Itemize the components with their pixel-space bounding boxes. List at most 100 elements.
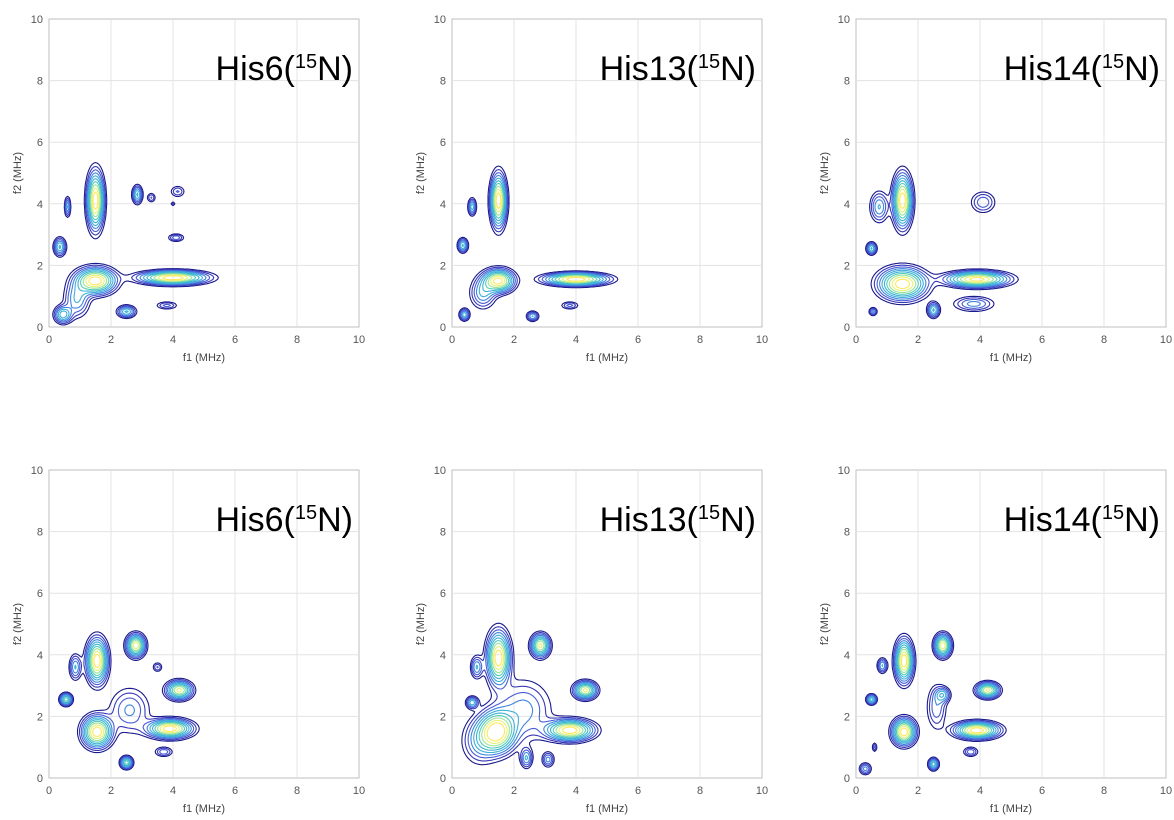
contour-line	[866, 169, 1015, 318]
x-tick-label: 10	[353, 785, 365, 797]
plot-panel: 0 2 4 6 8 10 0 2 4 6 8 10 f1 (MHz) f2 (MHz) His14(15N)	[819, 465, 1172, 815]
y-tick-label: 2	[844, 260, 850, 272]
y-axis-label: f2 (MHz)	[415, 152, 427, 194]
contour-line	[487, 185, 595, 288]
contour-line	[85, 187, 189, 288]
x-tick-label: 4	[977, 785, 983, 797]
y-axis-label: f2 (MHz)	[415, 603, 427, 645]
contour-line	[468, 632, 597, 764]
contour-line	[92, 653, 178, 738]
contour-line	[866, 172, 1011, 317]
contour-line	[485, 182, 598, 290]
y-tick-label: 6	[37, 137, 43, 149]
contour-line	[466, 629, 598, 766]
contour-line	[54, 169, 211, 323]
plot-panel: 0 2 4 6 8 10 0 2 4 6 8 10 f1 (MHz) f2 (MHz) His6(15N)	[12, 14, 365, 364]
panel-title: His14(15N)	[1004, 50, 1160, 88]
contour-line	[459, 174, 608, 320]
contour-line	[869, 637, 996, 767]
contour-line	[865, 165, 1019, 320]
y-tick-label: 8	[440, 527, 446, 539]
plot-panel: 0 2 4 6 8 10 0 2 4 6 8 10 f1 (MHz) f2 (MHz) His6(15N)	[12, 465, 365, 815]
contour-line	[90, 641, 183, 740]
contour-layer	[865, 165, 1019, 320]
x-axis-label: f1 (MHz)	[990, 803, 1032, 815]
plot-panel: 0 2 4 6 8 10 0 2 4 6 8 10 f1 (MHz) f2 (MHz) His13(15N)	[415, 14, 768, 364]
y-tick-label: 8	[440, 76, 446, 88]
y-tick-label: 2	[37, 711, 43, 723]
x-tick-label: 4	[573, 334, 579, 346]
x-tick-label: 4	[573, 785, 579, 797]
x-axis-label: f1 (MHz)	[586, 803, 628, 815]
contour-line	[886, 182, 998, 295]
x-tick-label: 8	[1101, 334, 1107, 346]
x-tick-label: 2	[511, 334, 517, 346]
y-tick-label: 10	[31, 14, 43, 26]
plot-panel: 0 2 4 6 8 10 0 2 4 6 8 10 f1 (MHz) f2 (MHz) His14(15N)	[819, 14, 1172, 364]
contour-line	[456, 165, 619, 323]
x-tick-label: 8	[294, 785, 300, 797]
contour-line	[458, 172, 611, 321]
contour-line	[481, 640, 591, 747]
panel-title: His14(15N)	[1004, 501, 1160, 539]
x-tick-label: 10	[1160, 785, 1172, 797]
x-axis-label: f1 (MHz)	[586, 352, 628, 364]
y-tick-label: 0	[844, 773, 850, 785]
x-tick-label: 6	[232, 334, 238, 346]
x-tick-label: 8	[294, 334, 300, 346]
x-tick-label: 0	[853, 785, 859, 797]
contour-line	[858, 630, 1007, 776]
contour-line	[895, 638, 995, 742]
contour-line	[460, 177, 604, 318]
x-tick-label: 6	[232, 785, 238, 797]
contour-line	[88, 191, 184, 286]
contour-line	[56, 175, 204, 321]
contour-line	[57, 630, 200, 771]
x-tick-label: 0	[46, 785, 52, 797]
contour-line	[58, 631, 197, 770]
y-tick-label: 8	[37, 76, 43, 88]
x-tick-label: 10	[353, 334, 365, 346]
contour-line	[63, 638, 187, 765]
contour-line	[457, 169, 615, 322]
contour-line	[900, 654, 985, 737]
x-tick-label: 0	[449, 334, 455, 346]
y-axis-label: f2 (MHz)	[819, 603, 831, 645]
y-tick-label: 4	[37, 199, 43, 211]
y-tick-label: 2	[440, 711, 446, 723]
panel-title: His13(15N)	[600, 50, 756, 88]
y-tick-label: 4	[440, 650, 446, 662]
y-axis-label: f2 (MHz)	[819, 152, 831, 194]
contour-line	[870, 180, 1001, 312]
y-tick-label: 10	[838, 465, 850, 477]
x-tick-label: 10	[756, 334, 768, 346]
contour-line	[868, 635, 998, 768]
contour-line	[59, 633, 195, 769]
x-tick-label: 6	[635, 785, 641, 797]
panel-title: His13(15N)	[600, 501, 756, 539]
contour-line	[478, 638, 593, 749]
contour-line	[862, 634, 999, 772]
contour-line	[475, 637, 594, 751]
panel-title: His6(15N)	[216, 501, 353, 539]
contour-line	[894, 192, 985, 290]
contour-line	[897, 639, 993, 740]
y-tick-label: 0	[844, 322, 850, 334]
y-tick-label: 2	[440, 260, 446, 272]
contour-line	[58, 178, 200, 319]
contour-line	[859, 631, 1004, 775]
contour-layer	[858, 630, 1007, 776]
y-tick-label: 4	[440, 199, 446, 211]
contour-line	[464, 626, 599, 768]
x-tick-label: 2	[915, 785, 921, 797]
x-tick-label: 2	[915, 334, 921, 346]
contour-line	[82, 184, 193, 289]
contour-line	[88, 639, 185, 742]
y-tick-label: 0	[37, 773, 43, 785]
x-tick-label: 0	[46, 334, 52, 346]
contour-line	[888, 185, 994, 294]
x-tick-label: 4	[977, 334, 983, 346]
contour-line	[60, 634, 192, 768]
y-tick-label: 0	[440, 773, 446, 785]
